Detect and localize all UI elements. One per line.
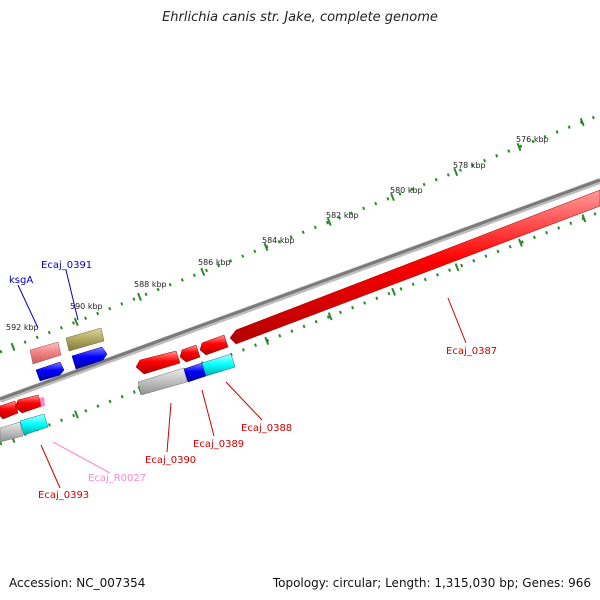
gene-arrow[interactable]	[71, 346, 108, 370]
tick-mark	[263, 242, 269, 252]
gene-ecaj-r0027-marker[interactable]	[40, 397, 45, 407]
gene-ecaj-0390-box[interactable]	[137, 367, 188, 396]
gene-label-ecaj-0391[interactable]: Ecaj_0391	[41, 260, 92, 271]
scale-labels: 576 kbp 578 kbp 580 kbp 582 kbp 584 kbp …	[6, 135, 549, 332]
gene-arrow[interactable]	[14, 394, 43, 414]
tick-mark	[74, 410, 79, 419]
scale-label: 584 kbp	[262, 236, 295, 245]
scale-label: 576 kbp	[516, 135, 549, 144]
reverse-strand-genes	[0, 346, 236, 443]
tick-mark	[200, 267, 206, 276]
gene-label-ecaj-r0027[interactable]: Ecaj_R0027	[88, 473, 146, 484]
gene-ecaj-0391-box[interactable]	[65, 327, 105, 352]
gene-arrow[interactable]	[179, 344, 201, 363]
tick-mark	[516, 142, 522, 152]
gene-label-ecaj-0390[interactable]: Ecaj_0390	[145, 455, 196, 466]
inner-ticks	[10, 214, 587, 444]
tick-mark	[264, 336, 270, 345]
map-title: Ehrlichia canis str. Jake, complete geno…	[162, 10, 438, 25]
gene-label-ecaj-0389[interactable]: Ecaj_0389	[193, 439, 244, 450]
gene-arrow[interactable]	[35, 361, 65, 382]
gene-label-ksga[interactable]: ksgA	[9, 275, 33, 286]
gene-arrow[interactable]	[0, 400, 19, 420]
gene-ecaj-0388-box[interactable]	[201, 353, 236, 377]
tick-mark	[326, 217, 332, 227]
tick-mark	[581, 214, 587, 223]
accession-footer: Accession: NC_007354	[9, 576, 146, 590]
gene-arrow[interactable]	[135, 350, 181, 375]
gene-label-ecaj-0387[interactable]: Ecaj_0387	[446, 346, 497, 357]
tick-mark	[327, 312, 333, 321]
gene-arrow[interactable]	[199, 334, 229, 356]
major-ticks	[10, 117, 585, 351]
scale-label: 590 kbp	[70, 302, 103, 311]
scale-label: 582 kbp	[326, 211, 359, 220]
forward-strand-genes	[0, 189, 600, 420]
gene-labels: Ecaj_0387 Ecaj_0388 Ecaj_0389 Ecaj_0390 …	[9, 260, 497, 501]
gene-ecaj-0393-cyan[interactable]	[19, 413, 49, 436]
tick-mark	[579, 117, 585, 127]
topology-summary-footer: Topology: circular; Length: 1,315,030 bp…	[272, 576, 591, 590]
tick-mark	[390, 192, 395, 202]
gene-ecaj-0393-box[interactable]	[0, 421, 24, 443]
tick-mark	[137, 292, 142, 301]
scale-label: 586 kbp	[198, 258, 231, 267]
genome-backbone	[0, 178, 600, 403]
scale-label: 578 kbp	[453, 161, 486, 170]
leader-lines	[17, 269, 467, 489]
tick-mark	[518, 238, 523, 247]
gene-ecaj-0387-arrow[interactable]	[229, 189, 600, 345]
inner-scale-track	[0, 210, 600, 446]
scale-label: 588 kbp	[134, 280, 167, 289]
tick-mark	[73, 317, 79, 326]
tick-mark	[391, 287, 396, 296]
scale-label: 592 kbp	[6, 323, 39, 332]
gene-label-ecaj-0393[interactable]: Ecaj_0393	[38, 490, 89, 501]
tick-mark	[10, 342, 16, 351]
gene-ksga-box[interactable]	[29, 341, 62, 365]
gene-label-ecaj-0388[interactable]: Ecaj_0388	[241, 423, 292, 434]
tick-mark	[453, 167, 459, 177]
tick-mark	[454, 263, 460, 272]
scale-label: 580 kbp	[390, 186, 423, 195]
